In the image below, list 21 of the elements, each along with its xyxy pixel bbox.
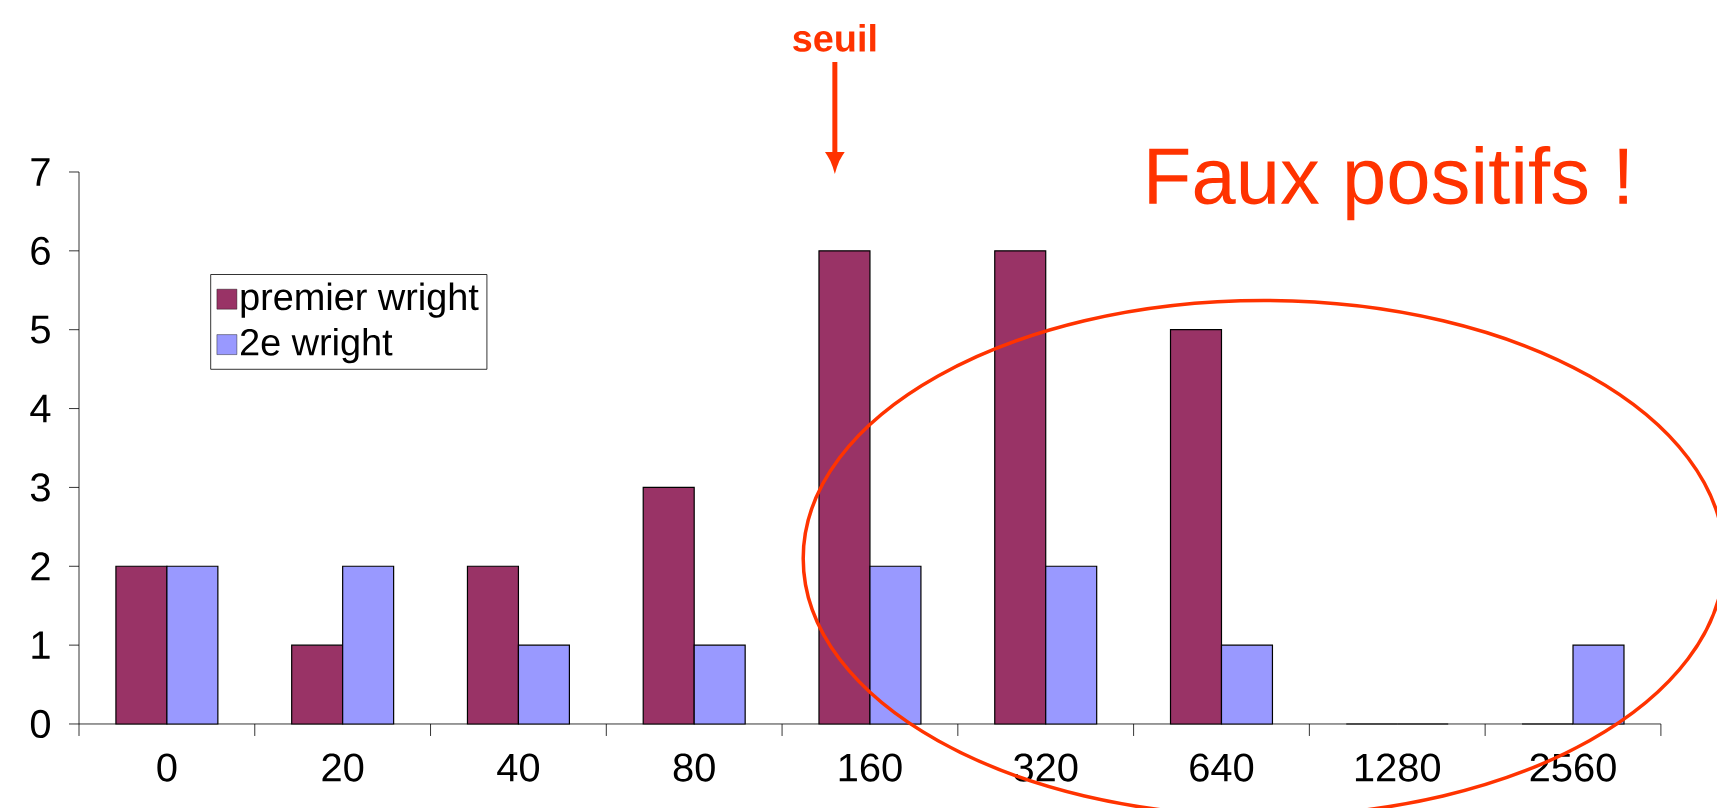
x-tick-label: 20 — [322, 753, 364, 782]
text: seuil — [793, 23, 876, 52]
x-tick-label: 160 — [839, 753, 902, 782]
y-tick-label: 5 — [30, 315, 50, 344]
legend-label: 2e wright — [241, 327, 393, 364]
legend-label: premier wright — [241, 282, 479, 318]
x-tick-label: 40 — [497, 753, 540, 782]
x-tick-label: 80 — [673, 753, 715, 782]
y-tick-label: 4 — [30, 394, 51, 423]
y-tick-label: 6 — [31, 236, 50, 265]
x-tick-label: 320 — [1013, 753, 1078, 782]
x-tick-label: 2560 — [1530, 753, 1616, 782]
y-tick-label: 1 — [32, 631, 50, 659]
x-tick-label: 1280 — [1355, 753, 1440, 782]
x-tick-label: 0 — [157, 753, 177, 782]
y-tick-label: 2 — [31, 552, 50, 581]
x-tick-label: 640 — [1190, 753, 1254, 782]
annotation: Faux positifs ! — [1149, 145, 1628, 221]
y-tick-label: 0 — [30, 709, 50, 739]
y-tick-label: 3 — [30, 473, 50, 502]
y-tick-label: 7 — [31, 158, 50, 186]
